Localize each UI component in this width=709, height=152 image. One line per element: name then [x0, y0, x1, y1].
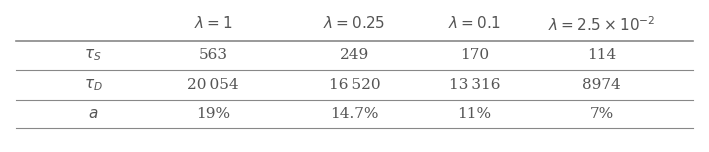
Text: $\tau_D$: $\tau_D$ — [84, 77, 103, 93]
Text: $\lambda = 1$: $\lambda = 1$ — [194, 15, 233, 31]
Text: 19%: 19% — [196, 107, 230, 121]
Text: 8974: 8974 — [582, 78, 621, 92]
Text: 114: 114 — [587, 48, 616, 62]
Text: 11%: 11% — [457, 107, 491, 121]
Text: $a$: $a$ — [88, 107, 99, 121]
Text: $\lambda = 0.1$: $\lambda = 0.1$ — [448, 15, 501, 31]
Text: 13 316: 13 316 — [449, 78, 501, 92]
Text: 14.7%: 14.7% — [330, 107, 379, 121]
Text: $\lambda = 0.25$: $\lambda = 0.25$ — [323, 15, 386, 31]
Text: 563: 563 — [199, 48, 228, 62]
Text: 249: 249 — [340, 48, 369, 62]
Text: $\lambda = 2.5 \times 10^{-2}$: $\lambda = 2.5 \times 10^{-2}$ — [548, 15, 655, 34]
Text: 170: 170 — [460, 48, 489, 62]
Text: 20 054: 20 054 — [187, 78, 239, 92]
Text: 16 520: 16 520 — [329, 78, 380, 92]
Text: 7%: 7% — [590, 107, 614, 121]
Text: $\tau_S$: $\tau_S$ — [84, 48, 102, 63]
